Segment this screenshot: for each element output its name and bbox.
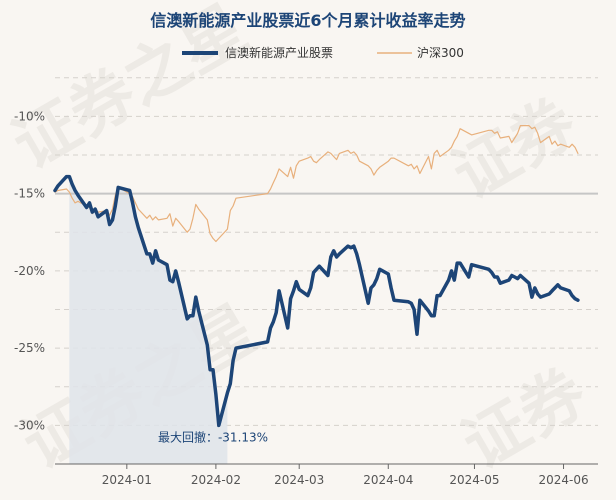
- x-tick-label: 2024-05: [449, 473, 499, 487]
- series-line-fund: [53, 174, 580, 428]
- x-axis: 2024-01 2024-02 2024-03 2024-04 2024-05 2024-…: [55, 463, 598, 487]
- y-tick-label: -20%: [14, 264, 45, 278]
- watermark-text: 证券: [451, 355, 600, 484]
- y-tick-label: -30%: [14, 418, 45, 432]
- y-tick-label: -15%: [14, 187, 45, 201]
- y-tick-label: -10%: [14, 109, 45, 123]
- x-tick-label: 2024-06: [538, 473, 588, 487]
- max-drawdown-label: 最大回撤：-31.13%: [158, 430, 268, 445]
- legend-label-index: 沪深300: [417, 46, 464, 60]
- x-tick-label: 2024-01: [102, 473, 152, 487]
- y-tick-label: -25%: [14, 341, 45, 355]
- y-axis: -10% -15% -20% -25% -30%: [14, 109, 45, 432]
- drawdown-area: [69, 176, 228, 465]
- legend-label-fund: 信澳新能源产业股票: [225, 45, 333, 60]
- drawdown-area-fill: [69, 176, 228, 465]
- series-lines: [53, 125, 580, 428]
- x-tick-label: 2024-04: [363, 473, 413, 487]
- chart-title: 信澳新能源产业股票近6个月累计收益率走势: [150, 11, 465, 30]
- x-tick-label: 2024-03: [274, 473, 324, 487]
- x-tick-label: 2024-02: [191, 473, 241, 487]
- legend: 信澳新能源产业股票 沪深300: [182, 45, 464, 60]
- series-line-index: [54, 125, 579, 243]
